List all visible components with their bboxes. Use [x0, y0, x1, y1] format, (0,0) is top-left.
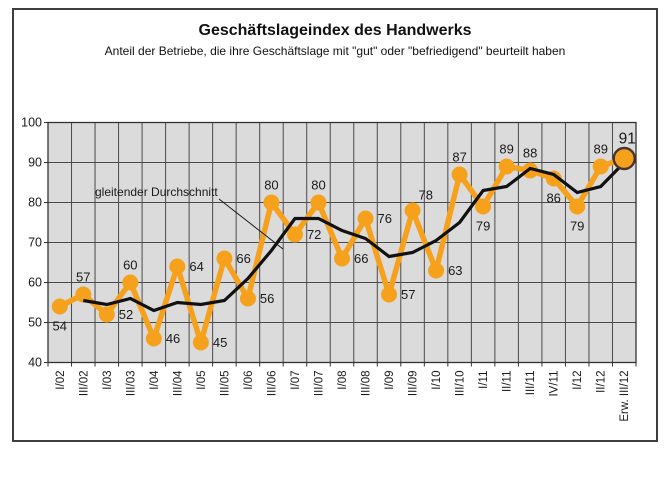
chart-title: Geschäftslageindex des Handwerks — [198, 22, 472, 39]
x-tick-label: I/05 — [196, 371, 208, 390]
x-tick-label: I/04 — [149, 370, 161, 390]
x-tick-label: III/05 — [219, 371, 231, 397]
data-point — [428, 262, 445, 279]
y-tick-label: 60 — [28, 276, 42, 290]
data-label: 66 — [236, 251, 250, 266]
x-tick-label: III/10 — [455, 371, 467, 397]
x-tick-label: III/06 — [266, 371, 278, 397]
data-point — [169, 258, 186, 275]
data-point — [192, 334, 209, 351]
data-label: 86 — [546, 191, 560, 206]
data-label: 72 — [307, 227, 321, 242]
x-tick-label: I/09 — [384, 371, 396, 390]
data-label: 54 — [53, 319, 67, 334]
data-point — [263, 194, 280, 211]
x-tick-label: III/07 — [313, 371, 325, 397]
y-tick-label: 80 — [28, 196, 42, 210]
data-label: 66 — [354, 251, 368, 266]
data-label: 80 — [264, 178, 278, 193]
data-label: 80 — [311, 178, 325, 193]
data-label: 57 — [76, 270, 90, 285]
x-tick-label: I/08 — [337, 371, 349, 390]
data-label: 64 — [189, 259, 203, 274]
x-tick-label: III/09 — [408, 371, 420, 397]
data-point — [498, 158, 515, 175]
x-tick-label: II/11 — [502, 371, 514, 393]
data-label: 89 — [499, 142, 513, 157]
x-tick-label: II/12 — [596, 371, 608, 393]
moving-average-line — [83, 161, 626, 313]
data-label: 76 — [378, 211, 392, 226]
x-tick-label: III/08 — [361, 371, 373, 397]
data-point — [357, 210, 374, 227]
data-label: 45 — [213, 335, 227, 350]
y-tick-label: 100 — [21, 116, 42, 130]
data-label: 79 — [476, 219, 490, 234]
data-point — [404, 202, 421, 219]
data-label: 63 — [448, 263, 462, 278]
chart-subtitle: Anteil der Betriebe, die ihre Geschäftsl… — [104, 44, 566, 58]
data-label: 88 — [523, 146, 537, 161]
x-tick-label: I/07 — [290, 371, 302, 390]
data-point — [98, 306, 115, 323]
x-tick-label: III/04 — [172, 370, 184, 396]
data-point — [286, 226, 303, 243]
data-label: 56 — [260, 291, 274, 306]
x-tick-label: III/11 — [525, 371, 537, 396]
data-point — [122, 274, 139, 291]
x-tick-label: I/12 — [572, 371, 584, 390]
x-tick-label: I/03 — [102, 371, 114, 390]
annotation-label: gleitender Durchschnitt — [95, 185, 218, 199]
data-point — [592, 158, 609, 175]
data-point — [145, 330, 162, 347]
x-tick-label: III/03 — [125, 371, 137, 397]
y-tick-label: 90 — [28, 156, 42, 170]
data-point — [334, 250, 350, 267]
x-tick-label: I/10 — [431, 371, 443, 390]
x-tick-label: III/02 — [78, 371, 90, 397]
data-label: 52 — [119, 307, 133, 322]
data-point — [75, 286, 92, 303]
data-label: 57 — [401, 287, 415, 302]
x-tick-label: Erw. III/12 — [619, 371, 631, 422]
x-tick-label: I/06 — [243, 371, 255, 390]
data-point — [475, 198, 492, 215]
highlighted-data-point — [612, 146, 636, 171]
y-tick-label: 40 — [28, 356, 42, 370]
data-point — [51, 298, 68, 315]
data-label: 87 — [452, 150, 466, 165]
data-label: 79 — [570, 219, 584, 234]
y-tick-label: 50 — [28, 316, 42, 330]
data-point — [381, 286, 398, 303]
data-label: 89 — [593, 142, 607, 157]
data-point — [451, 166, 468, 183]
data-point — [310, 194, 327, 211]
data-label: 46 — [166, 331, 180, 346]
data-label: 60 — [123, 258, 137, 273]
data-point — [216, 250, 233, 267]
data-point — [569, 198, 586, 215]
annotation-leader-line — [218, 198, 284, 250]
x-tick-label: I/02 — [55, 371, 67, 390]
y-tick-label: 70 — [28, 236, 42, 250]
x-tick-label: IV/11 — [549, 371, 561, 397]
data-label: 78 — [419, 188, 433, 203]
chart-plot-area: 40 50 60 70 80 90 100 I/02 III/02 I/03 III/03 I/04 I… — [21, 116, 637, 422]
data-point — [239, 290, 256, 307]
highlighted-data-label: 91 — [619, 131, 636, 148]
x-tick-label: I/11 — [478, 371, 490, 389]
